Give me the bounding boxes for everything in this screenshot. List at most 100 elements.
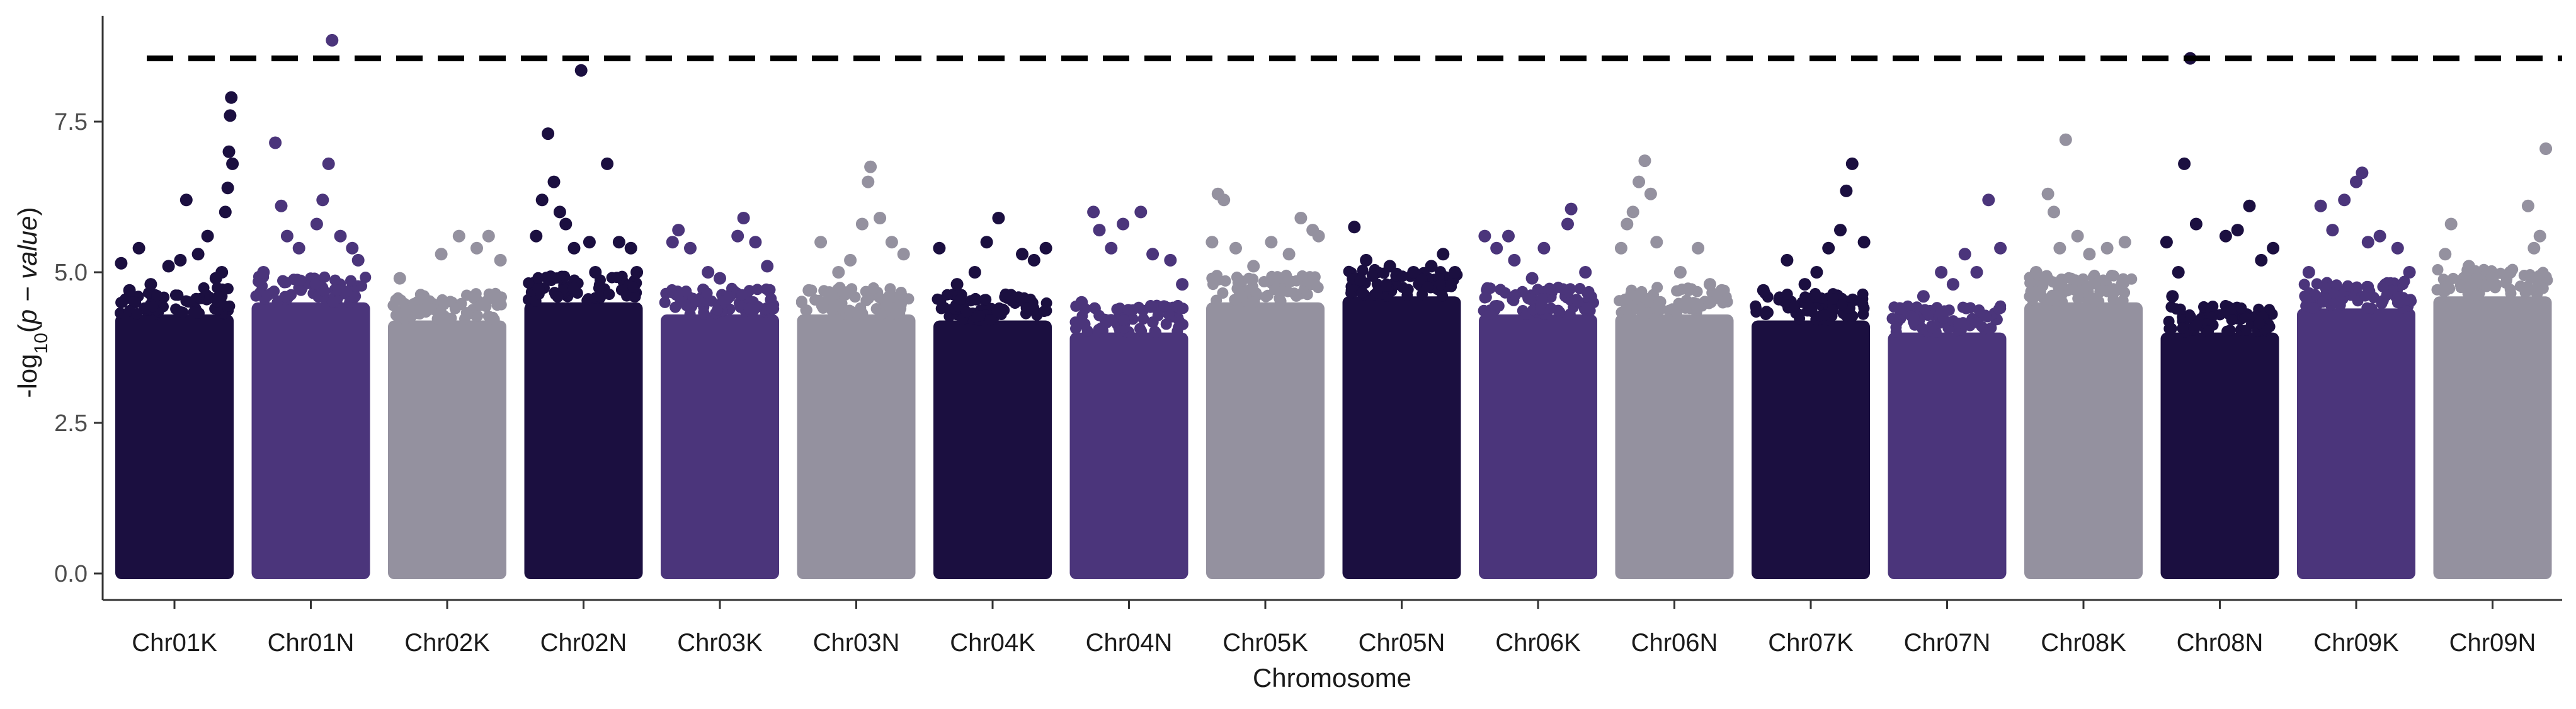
data-point bbox=[991, 306, 1003, 318]
data-point bbox=[558, 283, 569, 295]
data-point bbox=[2024, 277, 2036, 289]
data-point bbox=[1836, 299, 1848, 311]
data-point bbox=[1641, 307, 1653, 319]
peak-point bbox=[470, 241, 483, 255]
data-point bbox=[1532, 284, 1544, 296]
x-tick-label: Chr02N bbox=[540, 629, 627, 657]
peak-point bbox=[174, 253, 187, 267]
x-tick-label: Chr01N bbox=[268, 629, 355, 657]
chromosome-group-chr02k bbox=[387, 229, 507, 579]
peak-point bbox=[862, 175, 875, 188]
peak-point bbox=[666, 236, 679, 249]
x-tick-label: Chr07K bbox=[1768, 629, 1854, 657]
data-point bbox=[2533, 270, 2545, 282]
peak-point bbox=[1834, 224, 1847, 237]
x-tick-label: Chr05K bbox=[1222, 629, 1308, 657]
peak-point bbox=[1093, 224, 1106, 237]
peak-point bbox=[435, 248, 448, 261]
peak-point bbox=[1994, 241, 2007, 255]
data-point bbox=[472, 310, 484, 322]
data-point bbox=[2307, 302, 2319, 314]
data-point bbox=[1070, 323, 1081, 335]
data-point bbox=[1479, 292, 1491, 304]
x-tick-label: Chr08K bbox=[2041, 629, 2126, 657]
peak-point bbox=[222, 145, 236, 158]
data-point bbox=[1134, 323, 1146, 335]
data-point bbox=[488, 314, 500, 325]
data-point bbox=[414, 308, 426, 320]
peak-point bbox=[874, 212, 887, 224]
peak-point bbox=[1016, 248, 1029, 261]
data-point bbox=[1177, 303, 1189, 314]
peak-point bbox=[1703, 278, 1716, 291]
peak-point bbox=[2083, 248, 2096, 261]
data-point bbox=[1013, 291, 1025, 303]
peak-point bbox=[1692, 241, 1705, 255]
data-point bbox=[250, 290, 262, 302]
data-point bbox=[2351, 281, 2362, 293]
data-point bbox=[621, 290, 633, 302]
data-point bbox=[611, 272, 623, 284]
peak-point bbox=[1650, 236, 1663, 249]
data-point bbox=[1357, 264, 1369, 276]
data-point bbox=[1158, 300, 1170, 312]
data-point bbox=[690, 296, 702, 308]
peak-point bbox=[1075, 296, 1088, 309]
peak-point bbox=[1845, 157, 1859, 170]
peak-point bbox=[855, 217, 869, 231]
peak-point bbox=[280, 229, 294, 243]
peak-point bbox=[322, 157, 335, 170]
data-point bbox=[1925, 321, 1937, 333]
peak-point bbox=[326, 33, 339, 47]
peak-point bbox=[225, 91, 238, 104]
peak-point bbox=[1537, 241, 1551, 255]
peak-point bbox=[1265, 236, 1278, 249]
chromosome-group-chr02n bbox=[522, 64, 644, 579]
data-point bbox=[659, 296, 671, 308]
data-point bbox=[734, 301, 746, 313]
peak-point bbox=[1798, 278, 1811, 291]
data-point bbox=[2432, 264, 2444, 275]
data-point bbox=[1827, 293, 1839, 305]
peak-point bbox=[1294, 212, 1308, 224]
data-point bbox=[309, 278, 321, 290]
peak-point bbox=[832, 266, 845, 279]
peak-point bbox=[2053, 241, 2066, 255]
data-point bbox=[2471, 272, 2483, 284]
peak-point bbox=[1893, 302, 1906, 315]
peak-point bbox=[601, 157, 614, 170]
data-point bbox=[2537, 282, 2549, 294]
data-point bbox=[319, 271, 331, 283]
peak-point bbox=[2219, 229, 2232, 243]
data-point bbox=[1144, 300, 1156, 311]
data-point bbox=[1545, 303, 1557, 314]
data-point bbox=[1105, 314, 1117, 326]
data-point bbox=[675, 296, 687, 308]
peak-point bbox=[2533, 229, 2546, 243]
data-point bbox=[523, 277, 535, 289]
peak-point bbox=[221, 182, 234, 195]
data-point bbox=[2240, 324, 2252, 336]
chromosome-group-chr04k bbox=[932, 212, 1052, 579]
peak-point bbox=[2403, 266, 2416, 279]
data-point bbox=[1781, 288, 1793, 300]
data-point bbox=[748, 304, 760, 316]
peak-point bbox=[2302, 266, 2315, 279]
peak-point bbox=[417, 290, 430, 303]
data-point bbox=[2185, 311, 2197, 323]
peak-point bbox=[351, 253, 365, 267]
peak-point bbox=[1348, 221, 1361, 234]
y-axis-title-prefix: -log bbox=[13, 354, 42, 398]
dense-points-body bbox=[2297, 308, 2415, 579]
data-point bbox=[2081, 280, 2093, 292]
data-point bbox=[2163, 323, 2175, 335]
data-point bbox=[843, 304, 855, 316]
peak-point bbox=[494, 253, 507, 267]
data-point bbox=[1020, 302, 1032, 314]
peak-point bbox=[1715, 284, 1728, 297]
peak-point bbox=[2373, 229, 2386, 243]
data-point bbox=[862, 292, 874, 304]
data-point bbox=[816, 301, 828, 313]
data-point bbox=[2225, 305, 2237, 317]
data-point bbox=[2377, 281, 2389, 292]
